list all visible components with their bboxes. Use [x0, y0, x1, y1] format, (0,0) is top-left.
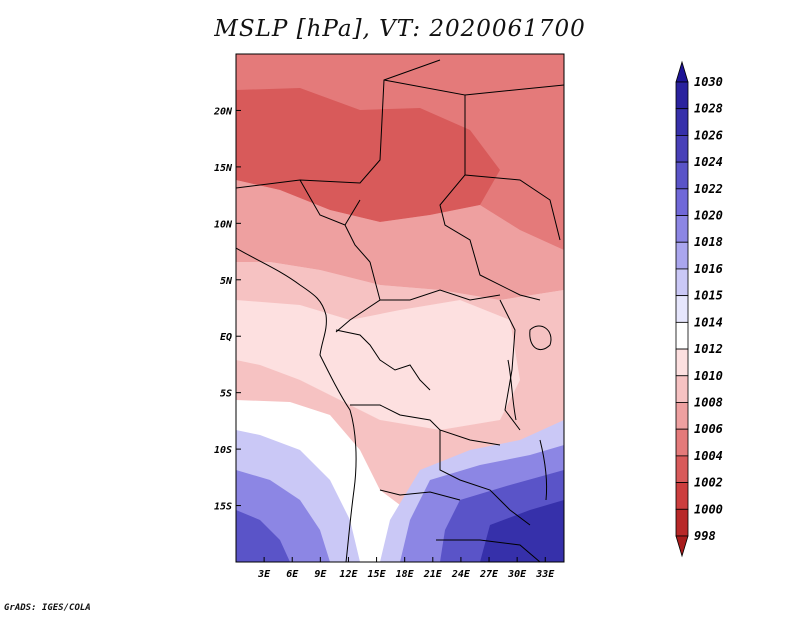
longitude-axis: 3E 6E 9E 12E 15E 18E 21E 24E 27E 30E 33E — [257, 557, 555, 580]
colorbar-label: 1008 — [694, 395, 723, 409]
lat-tick-label: 10N — [214, 219, 233, 230]
colorbar-segment — [675, 402, 689, 430]
lon-tick-label: 27E — [479, 569, 499, 580]
colorbar-segment — [675, 321, 689, 350]
colorbar-segment — [675, 161, 689, 190]
colorbar-segment — [675, 215, 689, 243]
colorbar-label: 1018 — [694, 235, 723, 249]
colorbar-label: 1016 — [694, 262, 723, 276]
lon-tick-label: 12E — [339, 569, 358, 580]
lat-tick-label: 20N — [213, 106, 233, 117]
pressure-region-southern-high-4 — [480, 500, 564, 562]
map-area — [236, 54, 564, 562]
grads-credit: GrADS: IGES/COLA — [4, 603, 91, 613]
lat-tick-label: 15S — [214, 502, 232, 513]
colorbar-label: 1010 — [694, 369, 723, 383]
colorbar-label: 1006 — [694, 422, 723, 436]
lat-tick-label: 15N — [214, 163, 233, 174]
pressure-region-southern-high-3 — [236, 470, 564, 562]
colorbar-segment — [675, 428, 689, 457]
pressure-region-congo-basin — [236, 300, 520, 430]
colorbar-label: 1030 — [694, 75, 723, 89]
colorbar-label: 1024 — [694, 155, 723, 169]
colorbar-segment — [675, 268, 689, 297]
colorbar-label: 1022 — [694, 182, 723, 196]
lon-tick-label: 33E — [535, 569, 555, 580]
border-east — [464, 84, 564, 241]
colorbar-label: 998 — [694, 529, 716, 543]
lake-victoria — [529, 325, 552, 350]
pressure-region-east-sahel — [236, 180, 564, 300]
colorbar-segment — [675, 348, 689, 377]
colorbar-label: 1028 — [694, 102, 723, 116]
pressure-region-central-low — [236, 88, 500, 222]
lon-tick-label: 21E — [423, 569, 443, 580]
chart-title: MSLP [hPa], VT: 2020061700 — [214, 16, 586, 42]
colorbar-bottom-arrow — [675, 535, 689, 558]
colorbar-segment — [675, 241, 689, 270]
lat-tick-label: 5N — [220, 276, 233, 287]
colorbar-label: 1014 — [694, 315, 723, 329]
colorbar-segment — [675, 482, 689, 510]
lon-tick-label: 15E — [368, 569, 387, 580]
colorbar-segment — [675, 81, 689, 110]
colorbar-segment — [675, 295, 689, 323]
lon-tick-label: 18E — [396, 569, 415, 580]
lon-tick-label: 30E — [507, 569, 527, 580]
colorbar-label: 1026 — [694, 128, 723, 142]
lon-tick-label: 9E — [314, 569, 327, 580]
colorbar-label: 1004 — [694, 449, 723, 463]
coastline-west-africa — [236, 247, 357, 562]
colorbar-segment — [675, 455, 689, 483]
colorbar-top-arrow — [675, 60, 689, 83]
lon-tick-label: 3E — [257, 569, 271, 580]
boundaries — [236, 59, 564, 562]
colorbar-segment — [675, 508, 689, 537]
lon-tick-label: 6E — [286, 569, 299, 580]
colorbar-label: 1020 — [694, 209, 723, 223]
lat-tick-label: EQ — [220, 332, 232, 343]
colorbar-segment — [675, 108, 689, 136]
lat-tick-label: 10S — [214, 445, 232, 456]
colorbar-segment — [675, 375, 689, 403]
lat-tick-label: 5S — [220, 389, 232, 400]
latitude-axis: 20N 15N 10N 5N EQ 5S 10S 15S — [213, 106, 241, 513]
colorbar-segment — [675, 188, 689, 216]
map-frame — [235, 53, 565, 563]
lake-malawi — [539, 439, 548, 501]
border-lines — [236, 59, 541, 562]
colorbar-label: 1015 — [694, 289, 723, 303]
lake-tanganyika — [507, 359, 517, 421]
colorbar-segment — [675, 135, 689, 163]
colorbar-label: 1002 — [694, 476, 723, 490]
colorbar-label: 1000 — [694, 502, 723, 516]
lon-tick-label: 24E — [451, 569, 471, 580]
colorbar: 1030 1028 1026 1024 1022 1020 1018 1016 1015 1014… — [675, 60, 723, 558]
colorbar-label: 1012 — [694, 342, 723, 356]
